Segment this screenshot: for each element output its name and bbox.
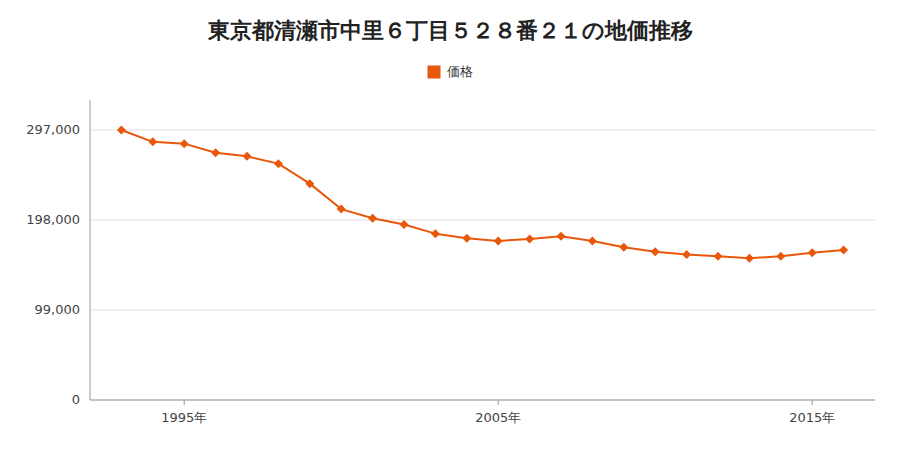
point [745,254,754,263]
point [494,236,503,245]
point [776,252,785,261]
legend: 価格 [428,64,473,79]
point [274,159,283,168]
x-tick [498,400,499,405]
chart: 東京都清瀬市中里６丁目５２８番２１の地価推移 0 99,000 198,000 297,… [0,0,900,450]
x-tick [812,400,813,405]
series-line [121,130,843,258]
y-axis: 0 99,000 198,000 297,000 [26,100,875,407]
grid-line [90,130,875,131]
point [651,247,660,256]
y-tick-label: 99,000 [35,302,81,317]
point [305,179,314,188]
y-axis-line [90,100,91,400]
legend-label: 価格 [447,64,473,79]
point [557,232,566,241]
y-tick-label: 0 [72,392,80,407]
plot-area [117,126,848,263]
point [211,148,220,157]
x-tick-label: 1995年 [161,410,207,425]
point [682,250,691,259]
y-tick-label: 198,000 [26,212,80,227]
legend-swatch [428,66,441,79]
point [180,139,189,148]
point [619,243,628,252]
point [117,126,126,135]
x-tick-label: 2015年 [789,410,835,425]
point [808,248,817,257]
y-tick-label: 297,000 [26,122,80,137]
grid-line [90,220,875,221]
chart-container: 東京都清瀬市中里６丁目５２８番２１の地価推移 0 99,000 198,000 297,… [0,0,900,450]
point [525,235,534,244]
x-axis-line [90,400,875,401]
point [714,252,723,261]
grid-line [90,400,875,401]
legend-item: 価格 [428,64,473,79]
point [839,246,848,255]
point [400,220,409,229]
point [431,229,440,238]
x-axis: 1995年 2005年 2015年 [90,400,875,425]
point [368,214,377,223]
grid-line [90,310,875,311]
x-tick [184,400,185,405]
point [337,205,346,214]
point [148,137,157,146]
point [588,236,597,245]
point [243,152,252,161]
title: 東京都清瀬市中里６丁目５２８番２１の地価推移 [207,18,693,43]
x-tick-label: 2005年 [475,410,521,425]
point [462,234,471,243]
